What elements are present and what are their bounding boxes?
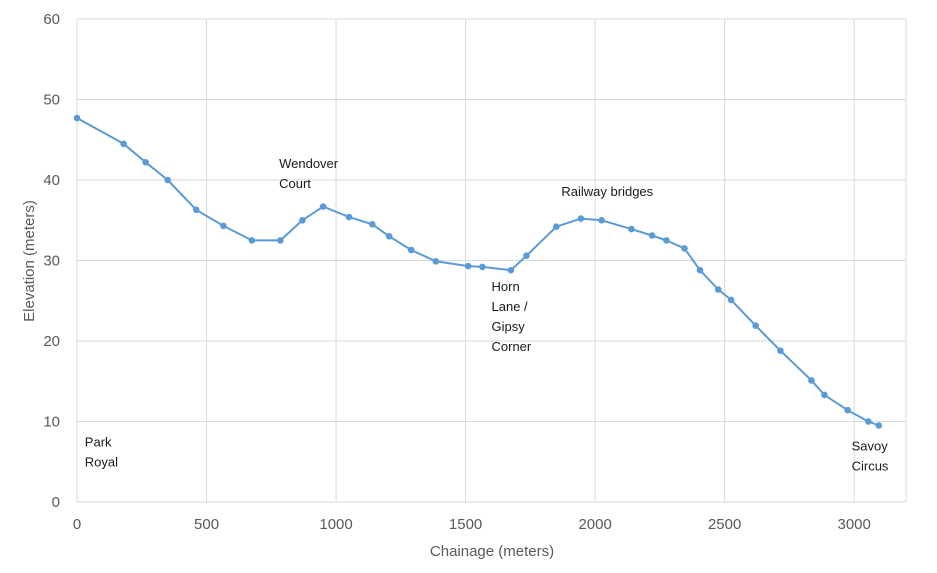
data-point bbox=[407, 246, 415, 254]
data-point bbox=[875, 422, 883, 429]
data-point bbox=[345, 213, 353, 221]
data-point bbox=[714, 286, 722, 293]
y-tick-label: 40 bbox=[43, 172, 60, 189]
data-point bbox=[479, 263, 486, 271]
annotation-line: Park bbox=[85, 435, 112, 450]
annotation-line: Lane / bbox=[492, 299, 529, 314]
data-point bbox=[577, 215, 585, 222]
x-axis-title: Chainage (meters) bbox=[430, 543, 554, 560]
data-point bbox=[164, 176, 171, 184]
y-tick-label: 30 bbox=[43, 253, 60, 270]
x-tick-label: 0 bbox=[73, 516, 81, 533]
data-point bbox=[844, 406, 851, 414]
y-tick-label: 10 bbox=[43, 414, 60, 431]
data-point bbox=[73, 114, 81, 122]
data-point bbox=[432, 258, 440, 265]
data-point bbox=[663, 237, 670, 244]
x-tick-label: 1500 bbox=[449, 516, 482, 533]
annotation-line: Court bbox=[279, 176, 311, 191]
data-point bbox=[752, 322, 759, 330]
annotation-line: Savoy bbox=[852, 439, 889, 454]
annotation-line: Railway bridges bbox=[561, 184, 653, 199]
series-layer bbox=[73, 114, 883, 429]
data-point bbox=[681, 245, 688, 252]
data-point bbox=[696, 266, 704, 274]
y-axis-title: Elevation (meters) bbox=[21, 200, 38, 322]
data-point bbox=[220, 222, 227, 230]
data-point bbox=[192, 206, 200, 214]
data-point bbox=[648, 232, 656, 239]
data-point bbox=[777, 347, 784, 355]
data-point bbox=[464, 262, 472, 270]
x-tick-label: 2000 bbox=[578, 516, 611, 533]
x-tick-label: 3000 bbox=[838, 516, 871, 533]
y-tick-label: 50 bbox=[43, 92, 60, 109]
data-point bbox=[299, 217, 306, 224]
data-point bbox=[808, 377, 815, 384]
x-tick-label: 1000 bbox=[319, 516, 352, 533]
y-tick-label: 20 bbox=[43, 333, 60, 350]
x-tick-label: 500 bbox=[194, 516, 219, 533]
data-point bbox=[598, 217, 605, 224]
data-point bbox=[553, 223, 560, 230]
data-point bbox=[142, 159, 149, 166]
data-point bbox=[277, 237, 284, 244]
annotation-layer: Park Royal Wendover Court Horn Lane / Gipsy Cor… bbox=[85, 156, 889, 474]
annotation-line: Wendover bbox=[279, 156, 339, 171]
data-point bbox=[507, 266, 515, 274]
data-point bbox=[865, 418, 872, 425]
data-point bbox=[523, 252, 530, 259]
annotation-label: Horn Lane / Gipsy Corner bbox=[492, 279, 532, 354]
data-point bbox=[319, 203, 327, 210]
data-point bbox=[369, 221, 376, 228]
series-line bbox=[76, 117, 880, 427]
data-point bbox=[385, 233, 393, 240]
y-tick-label: 60 bbox=[43, 11, 60, 28]
annotation-label: Savoy Circus bbox=[852, 439, 889, 474]
axis-layer: 0 10 20 30 40 50 60 0 500 1000 1500 2000 2500 3000 bbox=[43, 11, 871, 533]
data-point bbox=[821, 391, 828, 399]
annotation-label: Park Royal bbox=[85, 435, 118, 470]
x-tick-label: 2500 bbox=[708, 516, 741, 533]
data-point bbox=[248, 237, 256, 244]
y-tick-label: 0 bbox=[52, 494, 60, 511]
annotation-label: Railway bridges bbox=[561, 184, 653, 199]
data-point bbox=[727, 296, 735, 304]
annotation-line: Circus bbox=[852, 459, 889, 474]
annotation-line: Corner bbox=[492, 339, 532, 354]
data-point bbox=[120, 140, 127, 148]
annotation-line: Royal bbox=[85, 455, 118, 470]
grid-layer bbox=[76, 18, 907, 503]
data-point bbox=[628, 225, 635, 233]
annotation-line: Horn bbox=[492, 279, 520, 294]
annotation-label: Wendover Court bbox=[279, 156, 339, 191]
annotation-line: Gipsy bbox=[492, 319, 526, 334]
